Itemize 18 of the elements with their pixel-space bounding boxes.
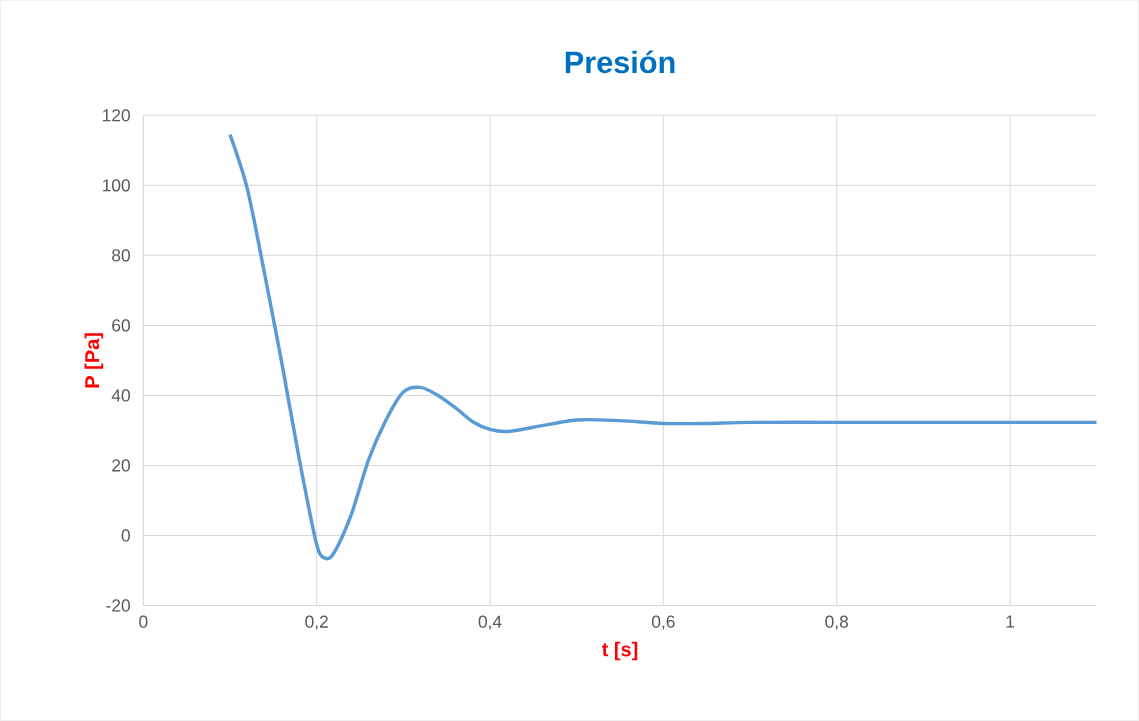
y-tick-label: 80 [112, 249, 130, 262]
y-axis-title: P [Pa] [84, 333, 104, 388]
y-tick-label: 20 [112, 459, 130, 472]
x-axis-title: t [s] [601, 641, 638, 661]
x-tick-label: 0,2 [305, 615, 328, 630]
y-tick-label: 60 [112, 319, 130, 332]
x-tick-label: 1 [1006, 615, 1015, 628]
x-tick-label: 0,4 [478, 615, 502, 630]
x-tick-label: 0 [139, 615, 148, 628]
y-tick-label: -20 [106, 599, 130, 612]
x-tick-label: 0,6 [651, 615, 675, 630]
y-tick-label: 0 [121, 529, 130, 542]
y-tick-label: 40 [111, 389, 130, 402]
line-series [228, 132, 1097, 561]
x-tick-label: 0,8 [825, 615, 848, 630]
y-tick-label: 100 [103, 179, 130, 192]
chart-title: Presión [565, 50, 675, 74]
y-tick-label: 120 [103, 109, 130, 122]
